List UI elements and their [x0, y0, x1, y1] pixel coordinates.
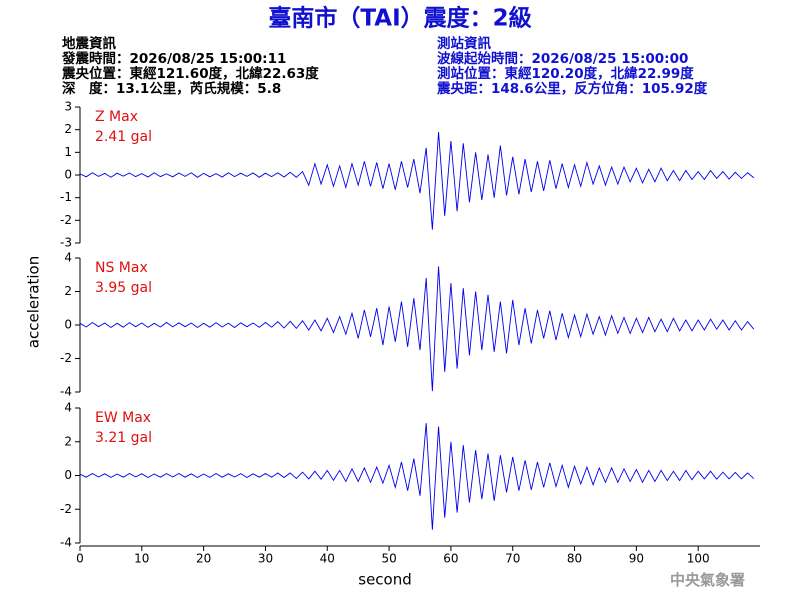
info-right: 震央距：148.6公里，反方位角：105.92度 [436, 80, 708, 97]
x-tick-label: 50 [381, 552, 396, 566]
y-tick-label: -2 [60, 502, 72, 516]
x-tick-label: 90 [629, 552, 644, 566]
series-name: EW Max [95, 410, 151, 426]
y-tick-label: 3 [64, 100, 72, 114]
credit: 中央氣象署 [670, 571, 745, 589]
y-tick-label: 0 [64, 168, 72, 182]
y-axis-label: acceleration [25, 256, 43, 348]
x-axis-label: second [358, 571, 412, 589]
x-tick-label: 80 [567, 552, 582, 566]
y-tick-label: 1 [64, 145, 72, 159]
info-left: 震央位置：東經121.60度，北緯22.63度 [61, 65, 319, 82]
series-name: NS Max [95, 260, 148, 276]
y-tick-label: -4 [60, 385, 72, 399]
info-right: 波線起始時間：2026/08/25 15:00:00 [437, 50, 688, 67]
x-tick-label: 0 [76, 552, 84, 566]
x-tick-label: 100 [687, 552, 710, 566]
x-tick-label: 40 [320, 552, 335, 566]
y-tick-label: 2 [64, 434, 72, 448]
x-tick-label: 10 [134, 552, 149, 566]
series-max: 2.41 gal [95, 129, 152, 145]
y-tick-label: 4 [64, 401, 72, 415]
y-tick-label: 2 [64, 284, 72, 298]
x-tick-label: 20 [196, 552, 211, 566]
x-tick-label: 60 [443, 552, 458, 566]
y-tick-label: 0 [64, 318, 72, 332]
chart-title: 臺南市（TAI）震度：2級 [268, 5, 531, 32]
y-tick-label: -2 [60, 351, 72, 365]
y-tick-label: -3 [60, 236, 72, 250]
info-left: 地震資訊 [62, 35, 116, 52]
waveform [79, 131, 755, 230]
info-left: 深 度：13.1公里，芮氏規模：5.8 [62, 80, 281, 97]
y-tick-label: -2 [60, 213, 72, 227]
y-tick-label: -1 [60, 190, 72, 204]
series-name: Z Max [95, 109, 138, 125]
series-max: 3.95 gal [95, 280, 152, 296]
waveform [79, 423, 755, 530]
y-tick-label: 4 [64, 251, 72, 265]
info-right: 測站位置：東經120.20度，北緯22.99度 [437, 65, 694, 82]
info-left: 發震時間：2026/08/25 15:00:11 [61, 50, 286, 67]
x-tick-label: 70 [505, 552, 520, 566]
info-right: 測站資訊 [437, 35, 491, 52]
waveform [79, 266, 755, 392]
series-max: 3.21 gal [95, 430, 152, 446]
y-tick-label: 2 [64, 122, 72, 136]
y-tick-label: 0 [64, 468, 72, 482]
y-tick-label: -4 [60, 536, 72, 550]
x-tick-label: 30 [258, 552, 273, 566]
